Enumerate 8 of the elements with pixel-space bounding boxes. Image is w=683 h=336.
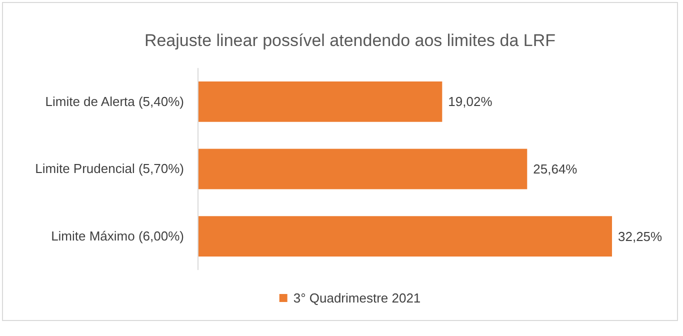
chart-title: Reajuste linear possível atendendo aos limites da LRF	[144, 31, 556, 50]
legend-label: 3° Quadrimestre 2021	[293, 290, 421, 306]
y-tick-label: Limite Máximo (6,00%)	[51, 228, 184, 244]
data-label: 19,02%	[448, 94, 493, 110]
data-label: 32,25%	[618, 228, 663, 244]
y-tick-label: Limite de Alerta (5,40%)	[45, 94, 184, 109]
y-tick-label: Limite Prudencial (5,70%)	[35, 161, 184, 176]
data-label: 25,64%	[533, 162, 578, 177]
